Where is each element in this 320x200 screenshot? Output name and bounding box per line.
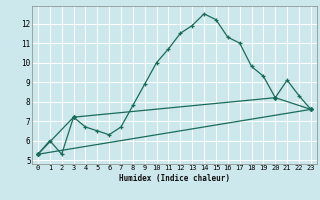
X-axis label: Humidex (Indice chaleur): Humidex (Indice chaleur) bbox=[119, 174, 230, 183]
